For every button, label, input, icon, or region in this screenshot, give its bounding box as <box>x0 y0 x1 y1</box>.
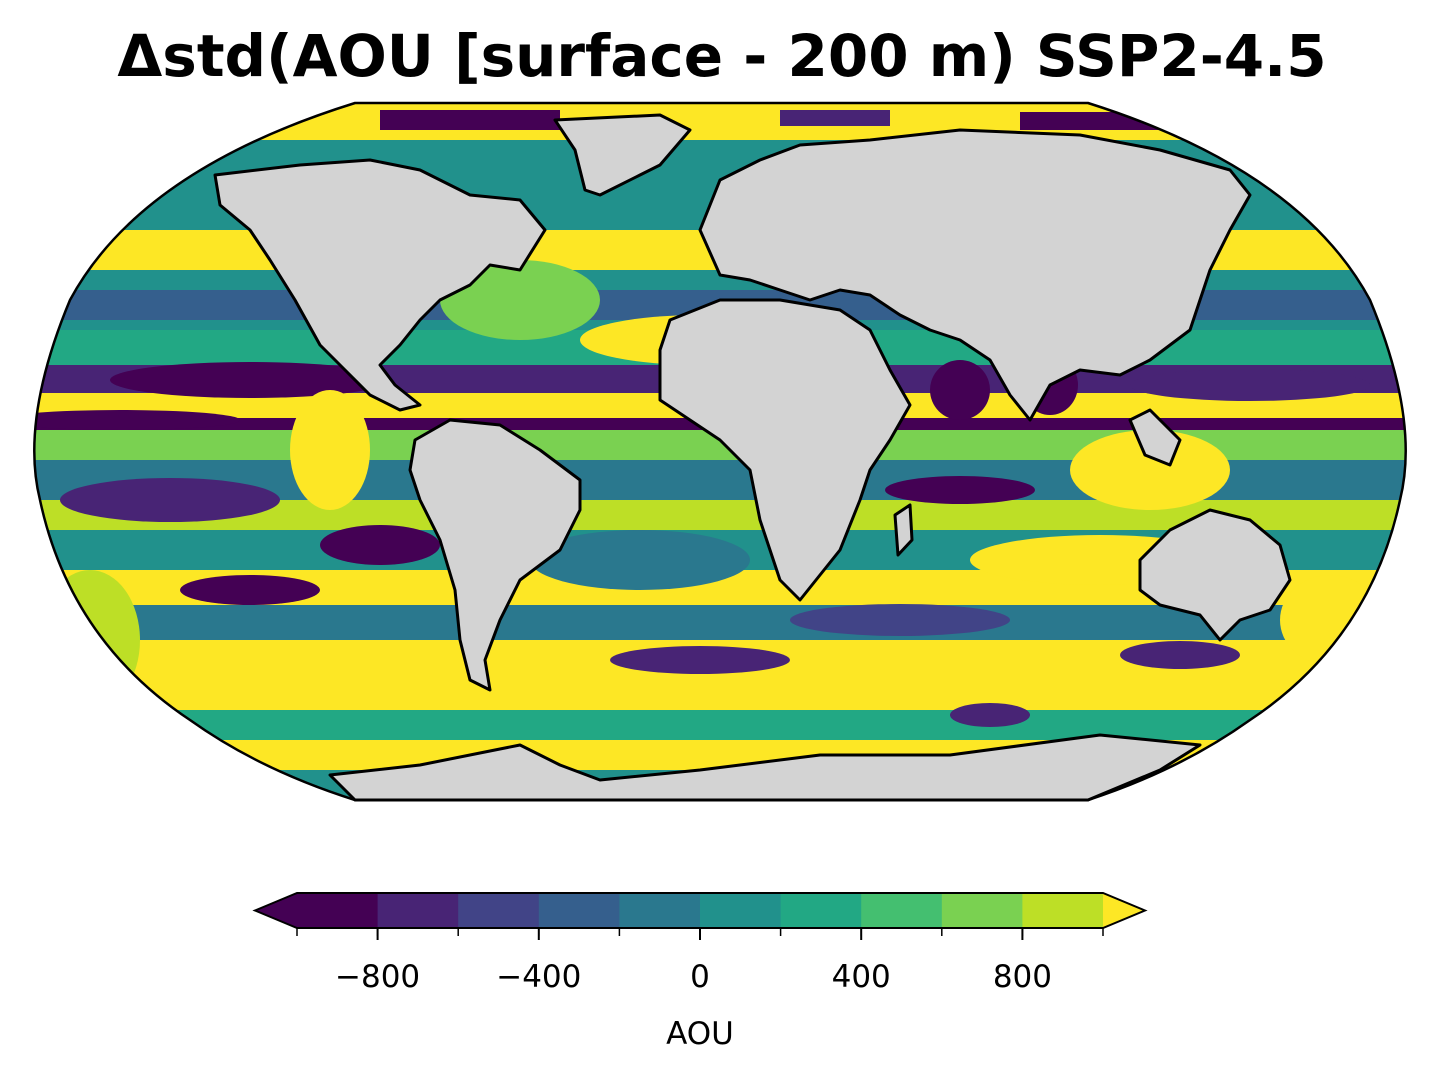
greenland <box>553 113 692 197</box>
colorbar-tick-label: −800 <box>335 959 420 995</box>
colorbar-segment <box>458 893 540 928</box>
colorbar: −800 −400 0 400 800 AOU <box>252 892 1148 1052</box>
colorbar-tick-label: 800 <box>993 959 1052 995</box>
eurasia <box>698 128 1252 422</box>
colorbar-segment <box>780 893 862 928</box>
globe-outline <box>33 101 1407 802</box>
colorbar-segment <box>538 893 620 928</box>
colorbar-segment <box>1022 893 1104 928</box>
colorbar-segment <box>861 893 943 928</box>
colorbar-segment <box>941 893 1023 928</box>
south-america <box>408 418 582 692</box>
colorbar-extend-low <box>255 893 297 928</box>
madagascar <box>893 503 914 557</box>
australia <box>1138 508 1292 642</box>
colorbar-segment <box>619 893 701 928</box>
africa <box>658 298 912 602</box>
southeast-asia <box>1128 408 1182 467</box>
colorbar-tick-label: 400 <box>832 959 891 995</box>
map-title: Δstd(AOU [surface - 200 m) SSP2-4.5 <box>117 22 1327 90</box>
colorbar-extend-high <box>1103 893 1145 928</box>
north-america <box>213 158 547 412</box>
colorbar-segment <box>297 893 379 928</box>
colorbar-segment <box>700 893 782 928</box>
land <box>213 113 1292 802</box>
colorbar-segment <box>377 893 459 928</box>
colorbar-label: AOU <box>666 1016 734 1052</box>
colorbar-tick-label: 0 <box>690 959 710 995</box>
colorbar-tick-label: −400 <box>496 959 581 995</box>
